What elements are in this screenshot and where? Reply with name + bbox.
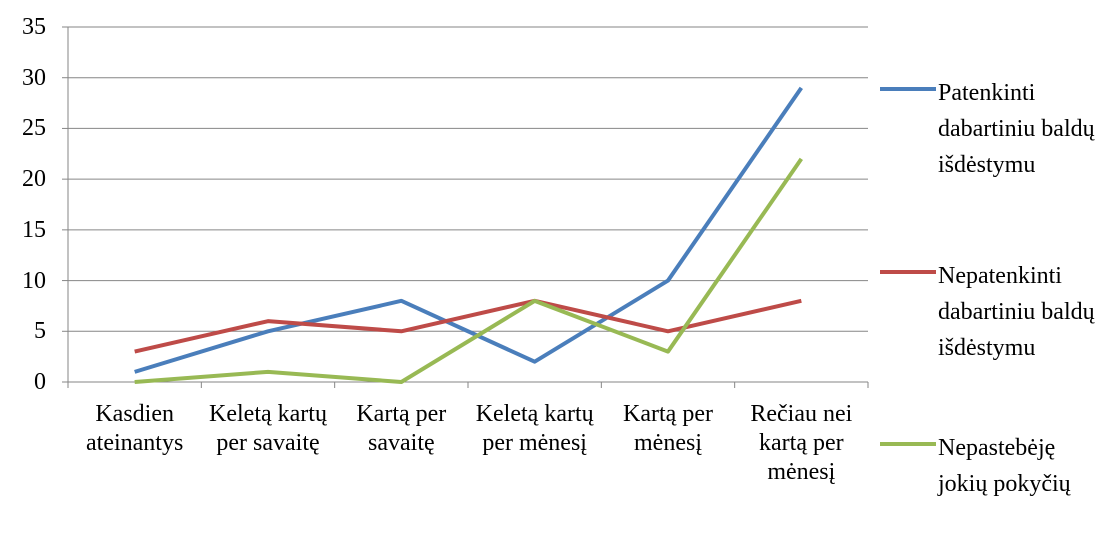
y-tick-label: 5 — [34, 318, 46, 345]
series-line — [134, 157, 803, 384]
y-tick-label: 35 — [22, 14, 46, 40]
x-tick-label: Kartą per mėnesį — [623, 401, 713, 456]
series-line — [134, 298, 802, 354]
x-tick-label: Rečiau nei kartą per mėnesį — [750, 401, 853, 485]
x-tick-label: Kartą per savaitę — [356, 401, 447, 456]
x-tick-label: Kasdien ateinantys — [86, 401, 184, 456]
y-tick-label: 30 — [22, 64, 46, 91]
y-tick-label: 20 — [22, 166, 46, 193]
series-line — [134, 86, 803, 374]
y-tick-label: 10 — [22, 267, 46, 294]
x-tick-label: Keletą kartų per savaitę — [209, 401, 327, 456]
legend-label: Nepatenkinti dabartiniu baldų išdėstymu — [938, 263, 1095, 361]
y-tick-label: 25 — [22, 115, 46, 142]
legend-label: Patenkinti dabartiniu baldų išdėstymu — [938, 80, 1095, 178]
legend-label: Nepastebėję jokių pokyčių — [938, 435, 1071, 497]
y-tick-label: 15 — [22, 216, 46, 243]
y-tick-label: 0 — [34, 369, 46, 395]
x-tick-label: Keletą kartų per mėnesį — [475, 401, 594, 456]
